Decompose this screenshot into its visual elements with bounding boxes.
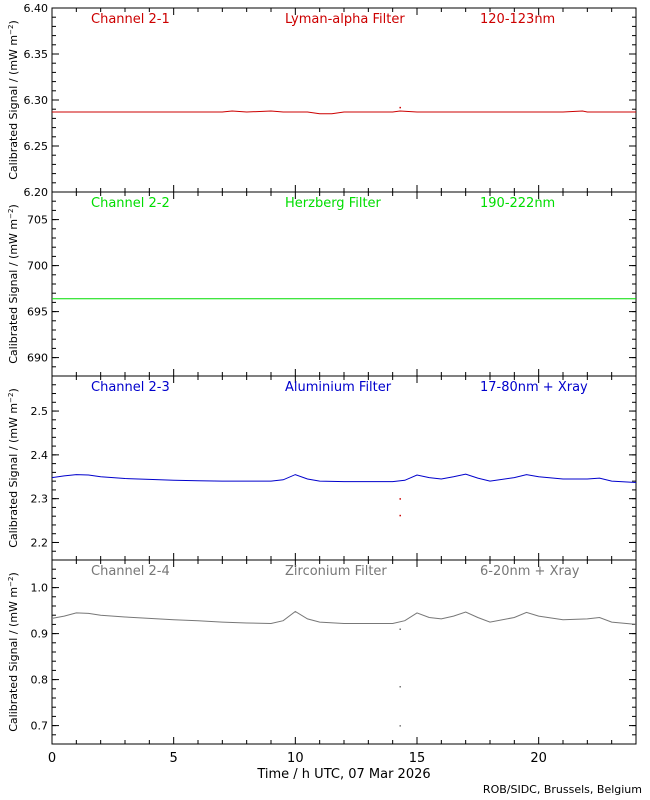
- channel-label: Channel 2-4: [91, 564, 170, 579]
- y-tick-label: 6.30: [24, 94, 49, 107]
- y-tick-label: 705: [27, 214, 48, 227]
- x-tick-label: 5: [170, 751, 178, 766]
- outlier-point: [399, 106, 401, 109]
- filter-label: Aluminium Filter: [285, 380, 392, 395]
- series-line: [51, 610, 637, 625]
- x-tick-label: 10: [287, 751, 304, 766]
- band-label: 120-123nm: [480, 12, 555, 27]
- filter-label: Lyman-alpha Filter: [285, 12, 405, 27]
- y-tick-label: 695: [27, 306, 48, 319]
- y-tick-label: 2.5: [31, 405, 49, 418]
- y-axis-label: Calibrated Signal / (mW m−2): [7, 388, 20, 548]
- band-label: 17-80nm + Xray: [480, 380, 588, 395]
- y-tick-label: 2.3: [31, 493, 49, 506]
- y-tick-label: 2.2: [31, 536, 49, 549]
- x-tick-label: 0: [48, 751, 56, 766]
- y-axis-label: Calibrated Signal / (mW m−2): [7, 20, 20, 180]
- channel-label: Channel 2-1: [91, 12, 170, 27]
- y-tick-label: 6.35: [24, 48, 49, 61]
- y-tick-label: 0.7: [31, 720, 49, 733]
- panel-frame-3: [51, 375, 637, 561]
- channel-label: Channel 2-2: [91, 196, 170, 211]
- credit-footer: ROB/SIDC, Brussels, Belgium: [482, 783, 642, 796]
- y-tick-label: 690: [27, 352, 48, 365]
- outlier-point: [399, 725, 401, 727]
- series-line: [51, 473, 637, 483]
- x-tick-label: 15: [409, 751, 426, 766]
- y-tick-label: 1.0: [31, 582, 49, 595]
- outlier-point: [399, 498, 401, 500]
- filter-label: Herzberg Filter: [285, 196, 382, 211]
- y-tick-label: 6.40: [24, 2, 49, 15]
- y-axis-label: Calibrated Signal / (mW m−2): [7, 204, 20, 364]
- panel-frame-2: [51, 191, 637, 377]
- y-tick-label: 0.8: [31, 674, 49, 687]
- panel-frame-1: [51, 7, 637, 193]
- outlier-point: [399, 514, 401, 517]
- band-label: 190-222nm: [480, 196, 555, 211]
- y-tick-label: 6.20: [24, 186, 49, 199]
- outlier-point: [399, 686, 401, 688]
- outlier-point: [399, 628, 401, 630]
- y-tick-label: 0.9: [31, 628, 49, 641]
- y-tick-label: 700: [27, 260, 48, 273]
- series-line: [52, 110, 636, 115]
- channel-label: Channel 2-3: [91, 380, 170, 395]
- x-tick-label: 20: [530, 751, 547, 766]
- band-label: 6-20nm + Xray: [480, 564, 580, 579]
- y-tick-label: 6.25: [24, 140, 49, 153]
- y-axis-label: Calibrated Signal / (mW m−2): [7, 572, 20, 732]
- x-axis-label: Time / h UTC, 07 Mar 2026: [256, 767, 430, 782]
- y-tick-label: 2.4: [31, 449, 49, 462]
- panel-frame-4: [51, 559, 637, 745]
- filter-label: Zirconium Filter: [285, 564, 387, 579]
